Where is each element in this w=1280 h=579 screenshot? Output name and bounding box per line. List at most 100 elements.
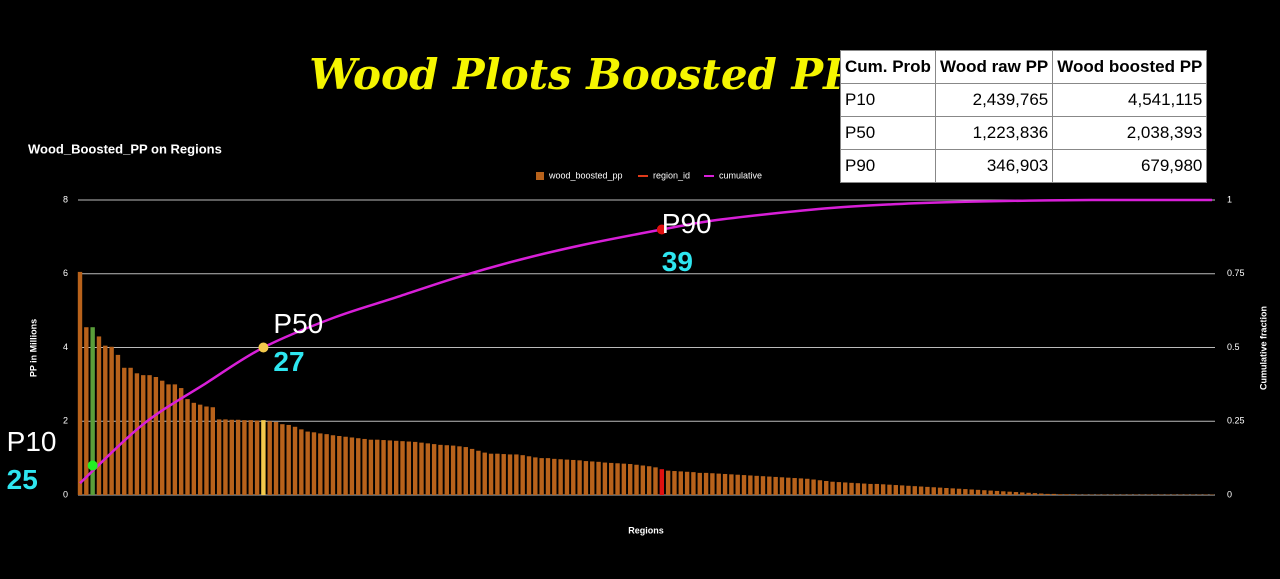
bar <box>539 458 544 495</box>
bar <box>615 463 620 495</box>
bar <box>982 490 987 495</box>
bar <box>868 483 873 495</box>
bar <box>507 454 513 495</box>
bar <box>748 475 753 495</box>
bar <box>659 469 665 495</box>
bar <box>1032 493 1038 495</box>
y-axis-title: PP in Millions <box>28 319 38 377</box>
bar <box>1070 494 1076 495</box>
bar <box>286 424 291 495</box>
annotation-marker <box>87 460 98 471</box>
table-row: P50 1,223,836 2,038,393 <box>840 116 1208 150</box>
bar <box>824 480 829 495</box>
bar <box>254 420 260 495</box>
bar <box>394 440 399 495</box>
bar <box>906 485 911 495</box>
bar <box>134 373 140 495</box>
cell: P90 <box>840 149 936 183</box>
chart-title: Wood_Boosted_PP on Regions <box>28 141 222 156</box>
cell: 2,038,393 <box>1052 116 1208 150</box>
bar <box>691 472 696 495</box>
bar <box>261 420 266 495</box>
bar <box>349 437 355 495</box>
bar <box>545 458 551 495</box>
bar <box>299 429 304 495</box>
bar <box>172 384 178 495</box>
bar <box>849 482 854 495</box>
bar <box>703 472 709 495</box>
bar <box>450 445 456 495</box>
bar <box>311 432 317 495</box>
bar <box>944 487 949 495</box>
bar <box>153 377 159 495</box>
bar <box>343 436 348 495</box>
annotation-marker <box>656 224 667 235</box>
annotation-number: 27 <box>273 346 304 377</box>
cell: 2,439,765 <box>934 83 1054 117</box>
bar <box>305 431 310 495</box>
bar <box>716 473 721 495</box>
bar <box>514 454 519 495</box>
bar <box>1051 493 1057 495</box>
bar <box>324 434 329 495</box>
y2-axis-title: Cumulative fraction <box>1258 306 1268 390</box>
bar <box>77 271 83 495</box>
bar <box>1020 492 1025 495</box>
bar <box>684 471 690 495</box>
bar <box>912 486 917 495</box>
bar <box>412 441 418 495</box>
x-axis-title: Regions <box>628 525 664 535</box>
bar <box>963 489 968 495</box>
bar <box>330 435 336 495</box>
bar <box>735 474 740 495</box>
bar <box>817 480 823 495</box>
bar <box>653 467 658 495</box>
bar <box>337 436 342 495</box>
bar <box>609 462 614 495</box>
bar <box>463 447 468 495</box>
bar <box>836 482 842 495</box>
cumulative-line <box>79 198 1213 485</box>
bar <box>488 453 494 495</box>
annotation-marker <box>258 342 269 353</box>
bar <box>444 445 449 495</box>
bar <box>874 483 880 495</box>
bar <box>235 419 241 495</box>
bar <box>362 438 367 495</box>
y-tick-label: 2 <box>63 416 68 426</box>
bar <box>469 448 475 495</box>
bar <box>229 419 234 495</box>
bar <box>197 404 203 495</box>
y-tick-label: 6 <box>63 268 68 278</box>
bar <box>1026 492 1031 495</box>
bar <box>438 444 443 495</box>
bar <box>160 380 165 495</box>
bar <box>103 345 108 495</box>
bar <box>476 450 481 495</box>
bar <box>792 478 797 495</box>
bar <box>210 407 216 495</box>
header-cell: Wood boosted PP <box>1052 50 1208 84</box>
bar <box>583 461 589 495</box>
y2-tick-label: 0 <box>1227 489 1232 499</box>
bar <box>590 461 595 495</box>
bar <box>1045 493 1050 495</box>
bar <box>975 489 981 495</box>
page-title: Wood Plots Boosted PP <box>309 50 856 99</box>
bar <box>381 440 386 495</box>
y-tick-label: 4 <box>63 342 68 352</box>
bar <box>830 481 835 495</box>
table-row: P90 346,903 679,980 <box>840 149 1208 183</box>
cell: P10 <box>840 83 936 117</box>
bar <box>166 384 171 495</box>
header-cell: Cum. Prob <box>840 50 936 84</box>
bar <box>425 443 431 495</box>
bar <box>141 375 146 495</box>
y-tick-label: 8 <box>63 194 68 204</box>
bar <box>697 472 702 495</box>
bar <box>678 471 683 495</box>
bar <box>621 463 627 495</box>
bar <box>558 459 563 495</box>
bar <box>969 489 974 495</box>
